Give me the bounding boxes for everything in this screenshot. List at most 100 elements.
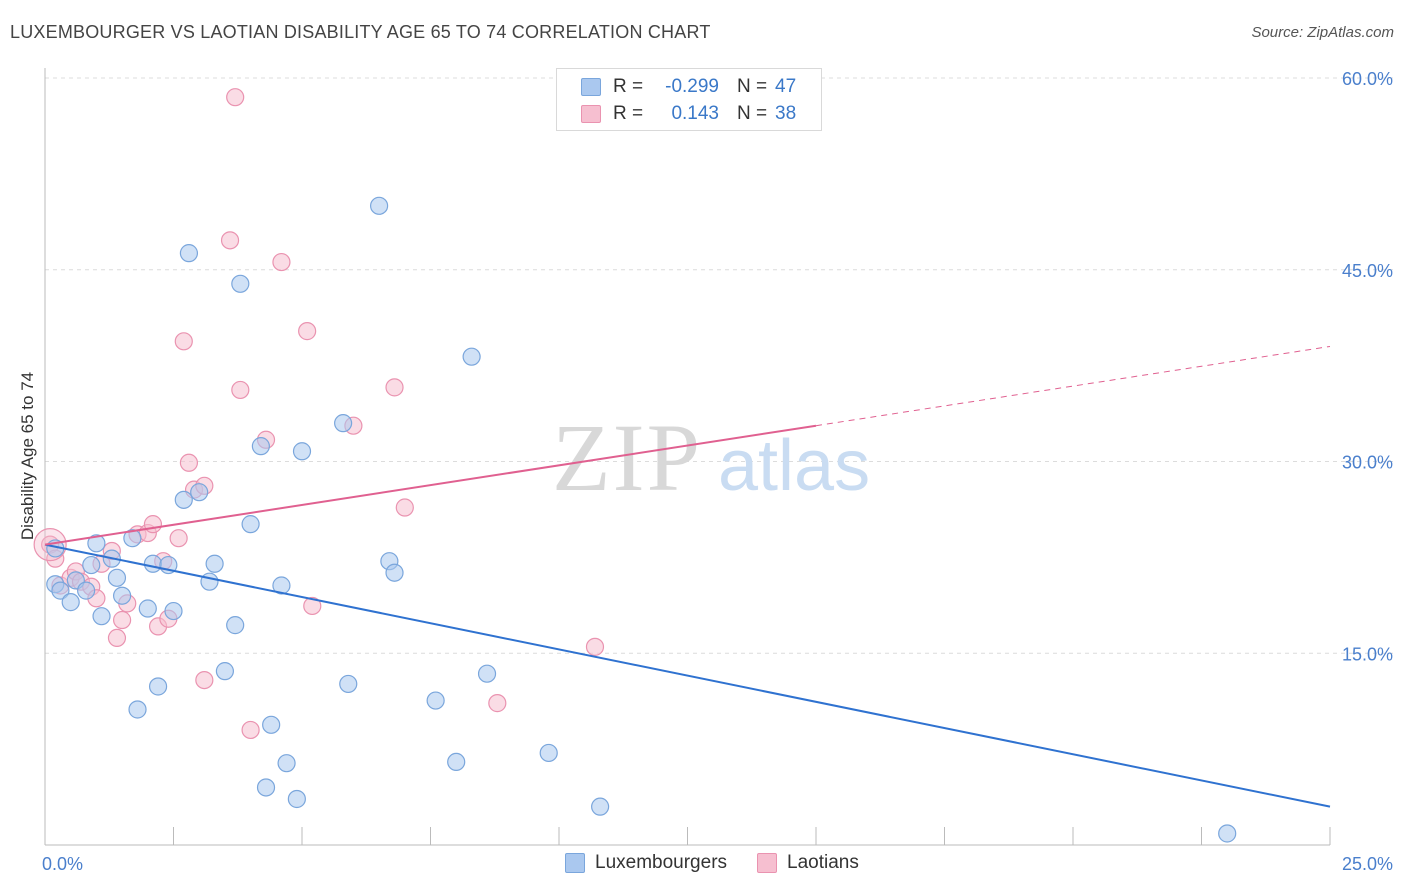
x-tick-label: 0.0% bbox=[42, 854, 83, 874]
luxembourgers-point bbox=[179, 244, 199, 263]
luxembourgers-trend-line bbox=[44, 543, 1331, 808]
legend-row-laotians: R = 0.143 N = 38 bbox=[581, 101, 796, 127]
luxembourgers-point bbox=[51, 581, 70, 600]
laotians-point bbox=[303, 596, 322, 616]
luxembourgers-point bbox=[241, 515, 260, 534]
luxembourgers-point bbox=[292, 442, 312, 461]
luxembourgers-point bbox=[477, 664, 497, 683]
watermark-atlas: atlas bbox=[718, 426, 870, 506]
laotians-point bbox=[272, 252, 291, 272]
watermark: ZIP atlas bbox=[552, 404, 870, 511]
legend-row-luxembourgers: R = -0.299 N = 47 bbox=[581, 74, 796, 100]
luxembourgers-point bbox=[148, 677, 168, 696]
series-legend: Luxembourgers Laotians bbox=[565, 852, 889, 874]
luxembourgers-point bbox=[138, 599, 157, 618]
chart-source: Source: ZipAtlas.com bbox=[1251, 24, 1394, 41]
laotians-trend-line bbox=[44, 424, 817, 546]
correlation-legend: R = -0.299 N = 47 R = 0.143 N = 38 bbox=[556, 68, 822, 131]
luxembourgers-point bbox=[123, 529, 142, 548]
luxembourgers-point bbox=[61, 593, 80, 612]
luxembourgers-point bbox=[215, 662, 234, 681]
luxembourgers-points bbox=[46, 196, 1237, 843]
chart-title: LUXEMBOURGER VS LAOTIAN DISABILITY AGE 6… bbox=[10, 22, 711, 42]
luxembourgers-point bbox=[82, 555, 101, 575]
legend-r-value: -0.299 bbox=[665, 76, 719, 97]
laotians-point bbox=[585, 637, 605, 656]
legend-swatch-blue bbox=[581, 78, 601, 96]
laotians-point bbox=[112, 610, 132, 630]
luxembourgers-point bbox=[426, 691, 445, 710]
series-label: Laotians bbox=[787, 852, 859, 873]
luxembourgers-point bbox=[112, 586, 132, 605]
luxembourgers-point bbox=[272, 576, 291, 595]
legend-n-value: 47 bbox=[775, 76, 797, 97]
x-tick-label: 25.0% bbox=[1342, 854, 1393, 874]
series-swatch-blue bbox=[565, 853, 585, 873]
laotians-point bbox=[220, 231, 240, 250]
axes bbox=[44, 68, 1331, 846]
laotians-point bbox=[195, 670, 214, 690]
luxembourgers-point bbox=[462, 347, 481, 366]
luxembourgers-point bbox=[77, 581, 96, 600]
legend-swatch-pink bbox=[581, 105, 601, 123]
luxembourgers-point bbox=[262, 715, 281, 734]
legend-r-label: R = bbox=[613, 76, 644, 97]
luxembourgers-point bbox=[205, 554, 224, 573]
laotians-point bbox=[241, 720, 260, 740]
luxembourgers-point bbox=[447, 752, 466, 772]
laotians-trend-line-extension bbox=[815, 345, 1331, 427]
luxembourgers-point bbox=[370, 196, 389, 215]
watermark-zip: ZIP bbox=[552, 404, 702, 511]
luxembourgers-point bbox=[334, 414, 353, 433]
luxembourgers-point bbox=[190, 483, 209, 502]
luxembourgers-point bbox=[256, 778, 276, 797]
luxembourgers-point bbox=[251, 437, 270, 456]
luxembourgers-point bbox=[1218, 824, 1237, 843]
grid-lines bbox=[45, 77, 1395, 654]
luxembourgers-point bbox=[231, 274, 250, 293]
legend-r-label: R = bbox=[613, 103, 644, 124]
trend-lines bbox=[44, 345, 1331, 808]
y-tick-labels: 15.0% 30.0% 45.0% 60.0% bbox=[1342, 69, 1393, 664]
y-tick-label: 45.0% bbox=[1342, 261, 1393, 281]
y-tick-label: 30.0% bbox=[1342, 453, 1393, 473]
luxembourgers-point bbox=[92, 607, 111, 626]
luxembourgers-point bbox=[591, 797, 610, 816]
laotians-point bbox=[174, 332, 193, 351]
luxembourgers-point bbox=[143, 554, 163, 573]
luxembourgers-point bbox=[128, 700, 147, 719]
laotians-point bbox=[107, 628, 127, 648]
laotians-point bbox=[143, 515, 163, 534]
legend-n-label: N = bbox=[737, 103, 768, 124]
luxembourgers-point bbox=[277, 754, 296, 773]
laotians-point bbox=[179, 453, 199, 472]
legend-n-label: N = bbox=[737, 76, 768, 97]
y-axis-label: Disability Age 65 to 74 bbox=[18, 372, 37, 540]
luxembourgers-point bbox=[174, 490, 193, 509]
laotians-point bbox=[488, 694, 507, 713]
x-tick-labels: 0.0% 25.0% bbox=[42, 854, 1393, 874]
y-tick-label: 15.0% bbox=[1342, 644, 1393, 664]
legend-n-value: 38 bbox=[775, 103, 797, 124]
luxembourgers-point bbox=[539, 743, 558, 763]
laotians-point bbox=[169, 529, 188, 548]
series-legend-laotians: Laotians bbox=[757, 852, 859, 874]
laotians-point bbox=[226, 88, 245, 107]
legend-r-value: 0.143 bbox=[671, 103, 719, 124]
laotians-point bbox=[395, 498, 414, 517]
luxembourgers-point bbox=[287, 789, 306, 809]
series-label: Luxembourgers bbox=[595, 852, 728, 873]
luxembourgers-point bbox=[164, 601, 183, 621]
laotians-point bbox=[231, 380, 250, 400]
luxembourgers-point bbox=[87, 534, 106, 553]
luxembourgers-point bbox=[200, 572, 219, 591]
luxembourgers-point bbox=[339, 674, 358, 694]
luxembourgers-point bbox=[385, 563, 404, 582]
laotians-point bbox=[298, 322, 317, 341]
luxembourgers-point bbox=[226, 616, 245, 635]
luxembourgers-point bbox=[107, 568, 127, 587]
y-tick-label: 60.0% bbox=[1342, 69, 1393, 89]
series-legend-luxembourgers: Luxembourgers bbox=[565, 852, 727, 874]
series-swatch-pink bbox=[757, 853, 778, 873]
